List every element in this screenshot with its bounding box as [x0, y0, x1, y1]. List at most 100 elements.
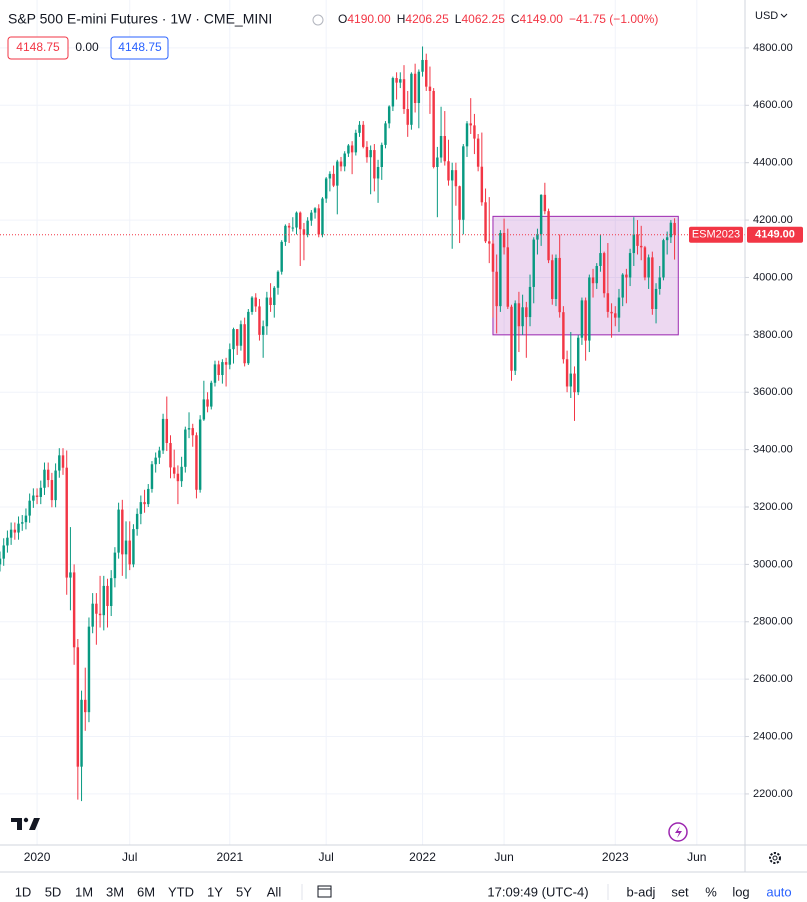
- option-button[interactable]: set: [671, 884, 689, 899]
- option-button[interactable]: log: [732, 884, 749, 899]
- range-button[interactable]: 5D: [45, 884, 62, 899]
- candle-body: [250, 297, 254, 312]
- candle-body: [432, 90, 435, 167]
- range-button[interactable]: 1M: [75, 884, 93, 899]
- candle-body: [454, 170, 458, 187]
- candle-body: [580, 300, 584, 338]
- range-button[interactable]: 3M: [106, 884, 124, 899]
- candle-body: [469, 123, 472, 126]
- candle-body: [595, 265, 598, 284]
- candle-body: [128, 540, 131, 565]
- candle-body: [213, 364, 217, 383]
- flash-icon[interactable]: [668, 822, 688, 842]
- candle-body: [343, 153, 346, 167]
- candle-body: [488, 241, 491, 244]
- candle-body: [380, 144, 383, 167]
- date-range-icon[interactable]: [317, 885, 332, 898]
- gear-inner: [772, 855, 778, 861]
- candle-body: [558, 257, 561, 313]
- candle-body: [287, 225, 291, 228]
- currency[interactable]: USD: [755, 10, 778, 22]
- candle-body: [172, 467, 176, 474]
- range-button[interactable]: 5Y: [236, 884, 252, 899]
- candle-body: [662, 240, 665, 278]
- candle-body: [95, 603, 98, 614]
- candle-body: [399, 79, 402, 83]
- candle-body: [584, 300, 587, 341]
- symbol-tag: [689, 226, 743, 243]
- candle-body: [21, 522, 24, 524]
- plot: [0, 46, 745, 802]
- gear-outer[interactable]: [769, 852, 781, 864]
- candle-body: [517, 303, 521, 327]
- ohlc-value: 4206.25: [405, 12, 449, 26]
- candle-body: [139, 502, 143, 514]
- x-tick-label: Jul: [122, 850, 137, 864]
- range-button[interactable]: 1D: [15, 884, 32, 899]
- candle-body: [532, 239, 535, 287]
- settings-gear[interactable]: [769, 852, 781, 864]
- option-button[interactable]: auto: [766, 884, 791, 899]
- option-button[interactable]: %: [705, 884, 717, 899]
- candle-body: [417, 71, 421, 104]
- x-tick-label: 2020: [24, 850, 51, 864]
- candle-body: [217, 364, 220, 376]
- y-tick-label: 2400.00: [753, 730, 793, 742]
- candle-body: [80, 699, 83, 767]
- y-tick-label: 2200.00: [753, 788, 793, 800]
- candle-body: [669, 222, 673, 238]
- candle-body: [632, 234, 636, 254]
- candle-body: [362, 124, 365, 147]
- candle-body: [425, 59, 428, 87]
- logo-part: [23, 817, 29, 823]
- price-tag-label: 4149.00: [755, 229, 795, 241]
- y-tick-label: 4600.00: [753, 99, 793, 111]
- candle-body: [510, 306, 513, 371]
- x-tick-label: 2022: [409, 850, 436, 864]
- candle-body: [476, 138, 480, 167]
- sell-price: 4148.75: [16, 40, 60, 54]
- candle-body: [35, 495, 39, 497]
- candle-body: [84, 699, 87, 713]
- candle-body: [306, 220, 309, 235]
- range-button[interactable]: 1Y: [207, 884, 223, 899]
- candle-body: [321, 198, 324, 235]
- y-tick-label: 3000.00: [753, 558, 793, 570]
- candle-body: [76, 647, 80, 767]
- candle-body: [232, 329, 235, 350]
- grid: [0, 0, 745, 845]
- calendar[interactable]: [317, 885, 332, 898]
- candle-body: [187, 428, 191, 430]
- candle-body: [551, 260, 554, 299]
- x-tick-label: Jun: [494, 850, 513, 864]
- candle-body: [254, 297, 257, 307]
- candle-body: [332, 173, 335, 186]
- candle-body: [484, 202, 487, 242]
- candle-body: [402, 79, 406, 110]
- candle-body: [628, 253, 632, 278]
- option-button[interactable]: b-adj: [627, 884, 656, 899]
- candle-body: [310, 212, 313, 221]
- range-button[interactable]: YTD: [168, 884, 194, 899]
- candle-body: [235, 329, 239, 346]
- buy-box[interactable]: [110, 36, 169, 60]
- ohlc-label: O: [338, 12, 347, 26]
- flash-bolt: [675, 826, 682, 838]
- ohlc-value: 4190.00: [347, 12, 391, 26]
- buy-price: 4148.75: [118, 40, 162, 54]
- candle-body: [228, 349, 232, 365]
- candle-body: [536, 234, 539, 240]
- sell-box[interactable]: [7, 36, 69, 60]
- candle-body: [654, 288, 658, 310]
- candle-body: [513, 303, 517, 371]
- candle-body: [72, 572, 76, 648]
- candle-body: [636, 234, 639, 246]
- candle-body: [673, 222, 676, 235]
- candle-body: [539, 194, 543, 235]
- range-button[interactable]: 6M: [137, 884, 155, 899]
- range-button[interactable]: All: [267, 884, 282, 899]
- currency-dropdown[interactable]: [780, 13, 788, 18]
- y-tick-label: 3600.00: [753, 386, 793, 398]
- candle-body: [617, 297, 621, 318]
